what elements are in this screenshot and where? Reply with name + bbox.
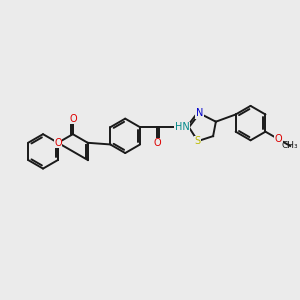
Text: O: O <box>54 138 62 148</box>
Text: CH₃: CH₃ <box>282 142 298 151</box>
Text: O: O <box>154 138 161 148</box>
Text: N: N <box>196 108 203 118</box>
Text: O: O <box>275 134 283 144</box>
Text: S: S <box>195 136 201 146</box>
Text: HN: HN <box>175 122 189 132</box>
Text: O: O <box>69 114 76 124</box>
